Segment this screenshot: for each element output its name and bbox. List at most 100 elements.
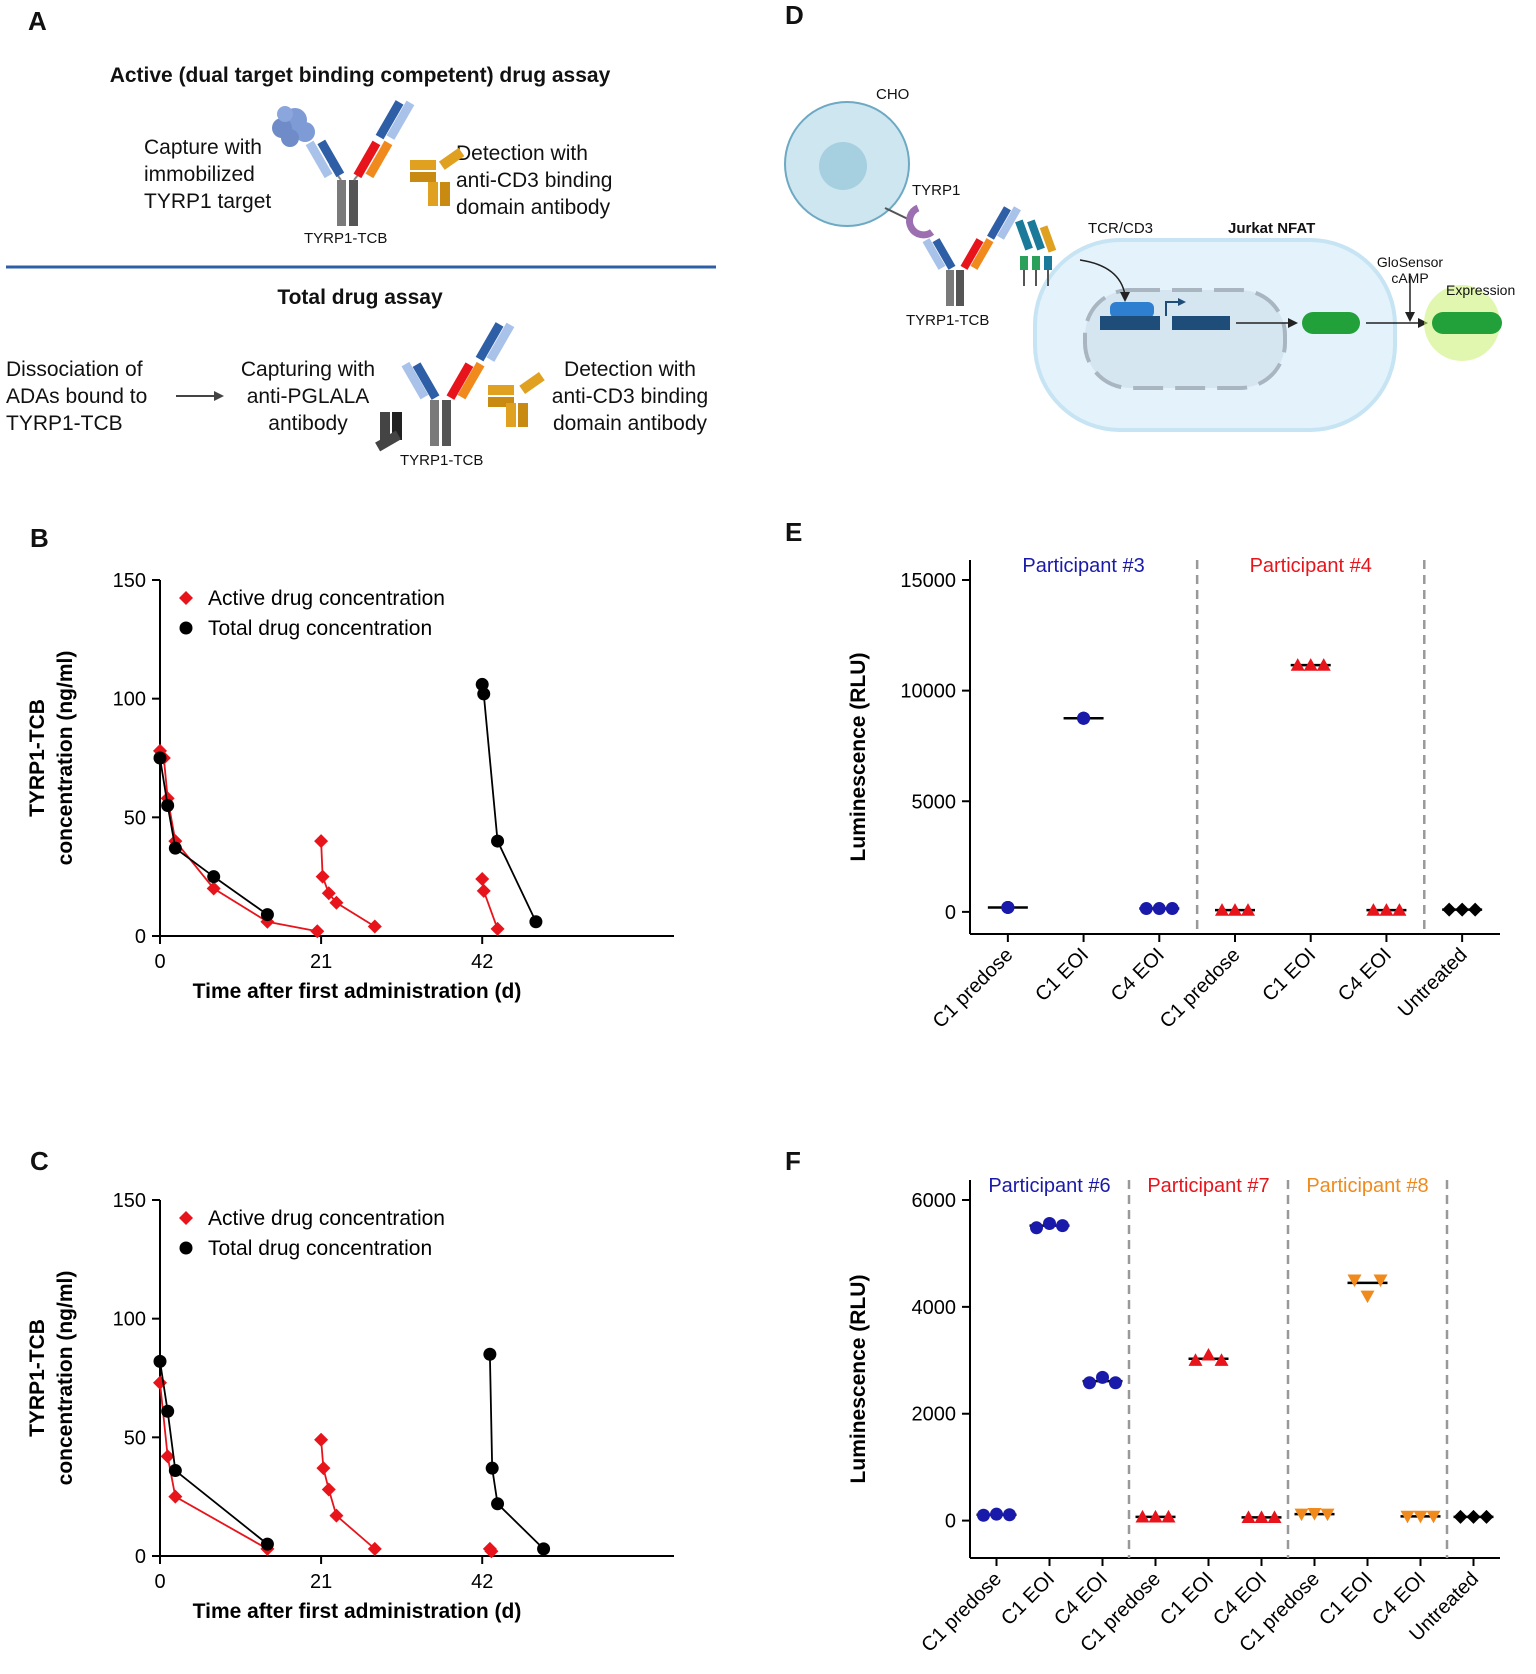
data-point [1379, 903, 1394, 916]
x-tick-label: C1 EOI [1031, 944, 1093, 1006]
legend-marker [179, 1241, 193, 1255]
data-point [1003, 1508, 1016, 1522]
data-point [490, 921, 505, 936]
legend-marker [179, 591, 193, 605]
x-tick-label: C4 EOI [1334, 944, 1396, 1006]
data-point [1241, 1510, 1256, 1523]
x-tick-label: C4 EOI [1107, 944, 1169, 1006]
x-tick-label: Untreated [1394, 944, 1472, 1022]
data-point [491, 1497, 505, 1511]
data-point [260, 908, 274, 922]
data-point [1413, 1510, 1428, 1524]
y-tick-label: 50 [124, 1427, 146, 1449]
y-axis-label-line1: TYRP1-TCB [26, 699, 49, 817]
participant-label: Participant #8 [1306, 1175, 1428, 1197]
promoter-icon [1100, 316, 1160, 330]
panel-letter-f: F [785, 1146, 801, 1176]
data-point [1453, 1509, 1468, 1524]
data-point [1135, 1509, 1150, 1523]
y-tick-label: 0 [135, 1546, 146, 1568]
data-point [1083, 1376, 1096, 1390]
y-axis-label-line2: concentration (ng/ml) [54, 651, 77, 866]
panel-letter-d: D [785, 0, 804, 30]
data-point [1468, 902, 1483, 917]
antibody-active-icon [305, 100, 415, 226]
data-point [1455, 902, 1470, 917]
x-tick-label: C1 predose [917, 1568, 1006, 1657]
data-point [1161, 1509, 1176, 1523]
data-point [1316, 658, 1331, 671]
tcr-cd3-complex-icon [1015, 219, 1057, 286]
data-point [168, 1464, 182, 1478]
data-point [329, 1508, 344, 1523]
data-point [1307, 1508, 1322, 1521]
y-axis-label: Luminescence (RLU) [847, 653, 870, 862]
arrow-right-icon [176, 391, 224, 401]
x-tick-label: 42 [471, 1571, 493, 1593]
data-point [1373, 1274, 1388, 1288]
y-tick-label: 2000 [912, 1404, 957, 1426]
expression-label: Expression [1446, 282, 1516, 298]
glosensor-label: GloSensor cAMP [1376, 254, 1444, 286]
data-point [1043, 1217, 1056, 1231]
data-point [1400, 1510, 1415, 1524]
data-point [529, 915, 543, 929]
data-point [314, 834, 329, 849]
data-point [1215, 903, 1229, 916]
x-tick-label: C1 EOI [1156, 1568, 1218, 1630]
data-point [321, 1482, 336, 1497]
panel-a-illustration [6, 100, 716, 452]
data-point [1109, 1376, 1122, 1390]
active-detection-label: Detection with anti-CD3 binding domain a… [456, 142, 613, 219]
luminescence-reporter-icon [1432, 312, 1502, 334]
data-point [1479, 1509, 1494, 1524]
total-assay-title: Total drug assay [277, 286, 443, 309]
data-point [1303, 658, 1318, 671]
cho-label: CHO [876, 86, 910, 103]
data-point [1001, 900, 1015, 914]
data-point [477, 687, 491, 701]
data-point [1442, 902, 1457, 917]
data-point [537, 1542, 551, 1556]
x-tick-label: 42 [471, 951, 493, 973]
y-axis-label: TYRP1-TCB concentration (ng/ml) [26, 651, 77, 866]
data-point [1426, 1510, 1441, 1524]
data-point [153, 751, 167, 765]
data-point [475, 872, 490, 887]
legend-label: Total drug concentration [208, 617, 432, 640]
reporter-gene-icon [1172, 316, 1230, 330]
data-point [1165, 902, 1179, 916]
y-tick-label: 5000 [912, 791, 957, 813]
chart-b: 0 50 100 150 0 21 42 Time after first administr… [26, 570, 674, 1003]
data-point [160, 1449, 175, 1464]
tcr-cd3-label: TCR/CD3 [1088, 220, 1154, 237]
series-line [481, 684, 537, 923]
x-tick-label: 0 [154, 1571, 165, 1593]
tyrp1-target-blob-icon [272, 106, 315, 147]
active-capture-label: Capture with immobilized TYRP1 target [144, 136, 272, 213]
data-point [1267, 1510, 1282, 1523]
data-point [1241, 903, 1255, 916]
total-detection-label: Detection with anti-CD3 binding domain a… [551, 358, 709, 435]
panel-letter-a: A [28, 6, 47, 36]
tyrp1-tcb-label: TYRP1-TCB [906, 312, 990, 329]
series-line [159, 1361, 268, 1545]
data-point [168, 841, 182, 855]
y-tick-label: 4000 [912, 1297, 957, 1319]
data-point [314, 1432, 329, 1447]
data-point [1056, 1219, 1069, 1233]
legend-label: Active drug concentration [208, 587, 445, 610]
data-point [321, 886, 336, 901]
data-point [1392, 903, 1407, 916]
x-tick-label: C1 EOI [1258, 944, 1320, 1006]
data-point [485, 1461, 499, 1475]
x-axis-label: Time after first administration (d) [193, 1600, 522, 1623]
data-point [161, 798, 175, 812]
total-molecule-label: TYRP1-TCB [400, 452, 484, 469]
panel-letter-b: B [30, 523, 49, 553]
data-point [1139, 902, 1153, 916]
tyrp1-label: TYRP1 [912, 182, 961, 199]
total-dissociation-label: Dissociation of ADAs bound to TYRP1-TCB [6, 358, 148, 435]
data-point [1366, 903, 1381, 916]
x-tick-label: C1 EOI [1315, 1568, 1377, 1630]
